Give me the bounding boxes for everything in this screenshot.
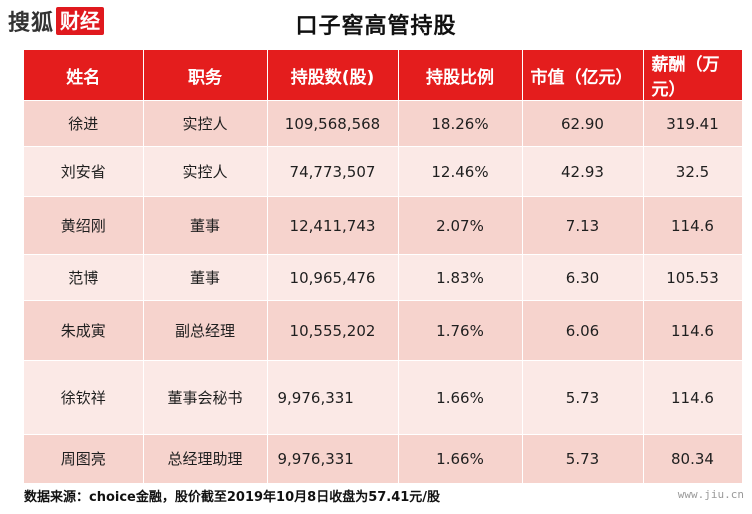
logo-caijing-text: 财经 <box>56 7 105 35</box>
table-row: 黄绍刚 董事 12,411,743 2.07% 7.13 114.6 <box>24 196 743 255</box>
cell-ratio: 1.66% <box>398 360 523 435</box>
cell-salary: 32.5 <box>643 146 743 197</box>
cell-market-value: 6.06 <box>522 300 644 361</box>
cell-name: 周图亮 <box>24 434 144 483</box>
cell-shares: 109,568,568 <box>267 100 399 147</box>
sohu-finance-logo: 搜狐 财经 <box>8 6 105 36</box>
cell-ratio: 1.83% <box>398 254 523 301</box>
cell-salary: 319.41 <box>643 100 743 147</box>
column-header-ratio: 持股比例 <box>398 50 523 101</box>
cell-shares: 12,411,743 <box>267 196 399 255</box>
column-header-market-value: 市值（亿元） <box>522 50 644 101</box>
cell-salary: 80.34 <box>643 434 743 483</box>
cell-ratio: 12.46% <box>398 146 523 197</box>
cell-market-value: 62.90 <box>522 100 644 147</box>
cell-name: 徐进 <box>24 100 144 147</box>
cell-name: 黄绍刚 <box>24 196 144 255</box>
cell-shares: 9,976,331 <box>267 360 399 435</box>
cell-shares: 10,555,202 <box>267 300 399 361</box>
watermark: www.jiu.cn <box>677 488 744 501</box>
cell-salary: 114.6 <box>643 360 743 435</box>
cell-name: 徐钦祥 <box>24 360 144 435</box>
cell-position: 实控人 <box>143 100 268 147</box>
table-row: 徐钦祥 董事会秘书 9,976,331 1.66% 5.73 114.6 <box>24 360 743 435</box>
table-row: 徐进 实控人 109,568,568 18.26% 62.90 319.41 <box>24 100 743 147</box>
cell-name: 朱成寅 <box>24 300 144 361</box>
logo-sohu-text: 搜狐 <box>8 11 55 36</box>
cell-ratio: 1.76% <box>398 300 523 361</box>
cell-position: 总经理助理 <box>143 434 268 483</box>
table-row: 周图亮 总经理助理 9,976,331 1.66% 5.73 80.34 <box>24 434 743 483</box>
cell-salary: 114.6 <box>643 196 743 255</box>
cell-market-value: 5.73 <box>522 360 644 435</box>
cell-name: 范博 <box>24 254 144 301</box>
cell-market-value: 7.13 <box>522 196 644 255</box>
cell-ratio: 1.66% <box>398 434 523 483</box>
cell-salary: 105.53 <box>643 254 743 301</box>
column-header-salary: 薪酬（万元） <box>643 50 743 101</box>
table-row: 朱成寅 副总经理 10,555,202 1.76% 6.06 114.6 <box>24 300 743 361</box>
cell-position: 副总经理 <box>143 300 268 361</box>
table-header-row: 姓名 职务 持股数(股) 持股比例 市值（亿元） 薪酬（万元） <box>24 50 743 101</box>
cell-name: 刘安省 <box>24 146 144 197</box>
cell-ratio: 2.07% <box>398 196 523 255</box>
cell-shares: 74,773,507 <box>267 146 399 197</box>
cell-shares: 10,965,476 <box>267 254 399 301</box>
cell-position: 董事 <box>143 254 268 301</box>
column-header-position: 职务 <box>143 50 268 101</box>
cell-ratio: 18.26% <box>398 100 523 147</box>
data-source-note: 数据来源：choice金融，股价截至2019年10月8日收盘为57.41元/股 <box>24 490 441 505</box>
cell-shares: 9,976,331 <box>267 434 399 483</box>
cell-salary: 114.6 <box>643 300 743 361</box>
cell-market-value: 5.73 <box>522 434 644 483</box>
cell-position: 董事会秘书 <box>143 360 268 435</box>
column-header-shares: 持股数(股) <box>267 50 399 101</box>
page-title: 口子窖高管持股 <box>295 14 457 39</box>
cell-position: 董事 <box>143 196 268 255</box>
table-row: 刘安省 实控人 74,773,507 12.46% 42.93 32.5 <box>24 146 743 197</box>
cell-market-value: 42.93 <box>522 146 644 197</box>
cell-market-value: 6.30 <box>522 254 644 301</box>
column-header-name: 姓名 <box>24 50 144 101</box>
table-row: 范博 董事 10,965,476 1.83% 6.30 105.53 <box>24 254 743 301</box>
shareholding-table: 姓名 职务 持股数(股) 持股比例 市值（亿元） 薪酬（万元） 徐进 实控人 1… <box>24 50 743 483</box>
cell-position: 实控人 <box>143 146 268 197</box>
